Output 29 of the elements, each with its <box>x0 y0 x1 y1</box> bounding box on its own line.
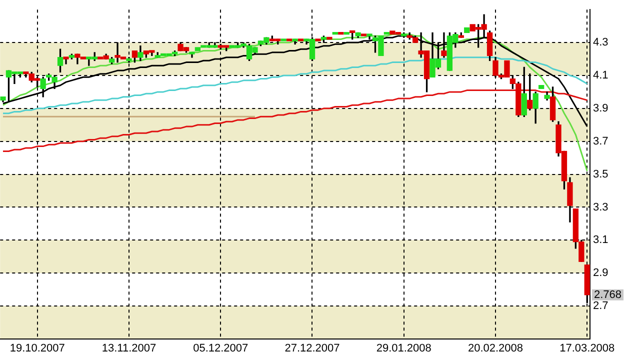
x-tick-label: 29.01.2008 <box>376 342 432 355</box>
candlestick <box>344 32 350 35</box>
y-tick-label: 4.3 <box>593 36 608 49</box>
y-tick-label: 3.3 <box>593 201 608 214</box>
y-tick-label: 2.7 <box>593 300 608 312</box>
y-tick-label: 3.1 <box>593 234 608 246</box>
candlestick <box>384 32 390 35</box>
candlestick <box>326 36 332 40</box>
candlestick <box>298 38 304 42</box>
candlestick <box>280 38 286 42</box>
x-tick-label: 13.11.2007 <box>102 342 156 355</box>
y-tick-label: 3.9 <box>593 102 608 114</box>
candlestick <box>332 32 338 35</box>
x-tick-label: 05.12.2007 <box>193 342 248 355</box>
x-tick-label: 19.10.2007 <box>10 342 65 355</box>
candlestick <box>315 38 321 42</box>
y-tick-label: 3.5 <box>593 168 608 180</box>
candlestick <box>464 27 470 33</box>
y-tick-label: 4.1 <box>593 70 608 82</box>
y-tick-label: 2.9 <box>593 267 608 280</box>
annotation: 2.768 <box>594 288 622 301</box>
candlestick <box>538 85 544 89</box>
candlestick <box>338 32 344 35</box>
candlestick <box>360 34 367 36</box>
x-tick-label: 27.12.2007 <box>284 342 340 355</box>
x-tick-label: 17.03.2008 <box>560 342 615 355</box>
y-tick-label: 3.7 <box>593 135 608 148</box>
x-tick-label: 20.02.2008 <box>468 342 524 355</box>
candlestick <box>286 38 292 42</box>
